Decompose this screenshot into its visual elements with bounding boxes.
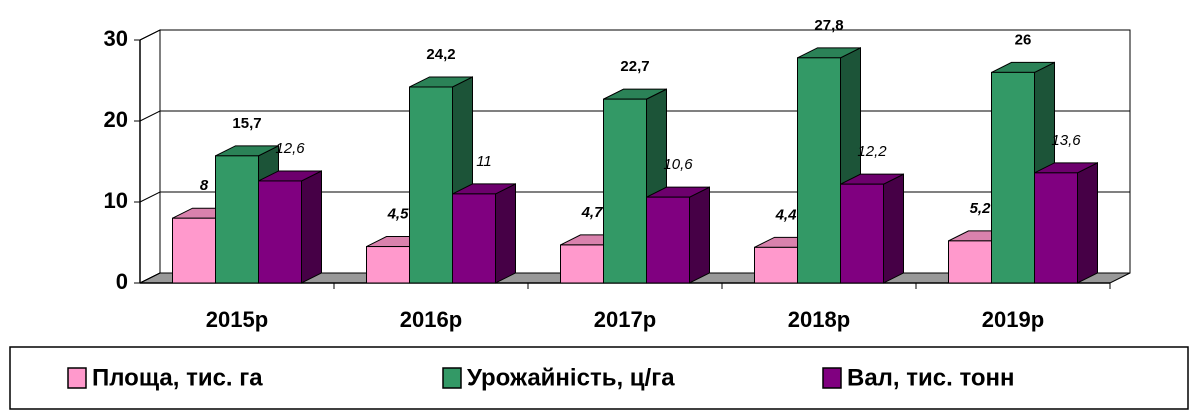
bar (409, 76, 473, 284)
bar-front (366, 246, 410, 284)
bar-front (172, 217, 216, 284)
bar (258, 170, 322, 284)
value-label: 12,6 (275, 140, 305, 157)
bar-front (409, 86, 453, 284)
bar-front (258, 180, 302, 284)
bar-side (495, 183, 516, 284)
bar-front (840, 183, 884, 284)
bar-front (215, 155, 259, 284)
legend-label: Вал, тис. тонн (847, 364, 1015, 391)
value-label: 13,6 (1051, 132, 1081, 149)
legend-box (9, 346, 1189, 410)
value-label: 12,2 (857, 143, 887, 160)
value-label: 4,4 (775, 206, 798, 223)
value-label: 27,8 (814, 17, 843, 34)
bar-front (948, 240, 992, 284)
bar-side (883, 173, 904, 284)
value-label: 24,2 (426, 46, 455, 63)
legend-label: Площа, тис. га (92, 364, 263, 391)
value-label: 10,6 (663, 156, 693, 173)
legend-marker (822, 367, 842, 389)
bar-side (301, 170, 322, 284)
bar (646, 186, 710, 284)
value-label: 5,2 (970, 200, 992, 217)
y-tick-label: 30 (104, 26, 128, 51)
bar-side (1077, 162, 1098, 284)
value-label: 11 (476, 153, 492, 170)
side-wall (139, 29, 161, 284)
value-label: 8 (200, 177, 209, 194)
legend-marker (442, 367, 462, 389)
value-label: 4,7 (581, 204, 604, 221)
bar (840, 173, 904, 284)
bar (1034, 162, 1098, 284)
bar (452, 183, 516, 284)
grid-line (139, 29, 1130, 41)
bar-front (797, 57, 841, 284)
x-tick-label: 2018р (788, 307, 850, 332)
bar-front (754, 246, 798, 284)
bar-front (1034, 172, 1078, 284)
x-tick-label: 2017р (594, 307, 656, 332)
legend-marker (67, 367, 87, 389)
x-tick-label: 2019р (982, 307, 1044, 332)
value-label: 15,7 (232, 115, 261, 132)
y-tick-label: 20 (104, 107, 128, 132)
y-tick-label: 0 (116, 269, 128, 294)
x-tick-label: 2015р (206, 307, 268, 332)
value-label: 22,7 (620, 58, 649, 75)
y-tick-label: 10 (104, 188, 128, 213)
bar-front (452, 193, 496, 284)
bar-front (603, 98, 647, 284)
bar-front (646, 196, 690, 284)
value-label: 4,5 (387, 206, 410, 223)
x-tick-label: 2016р (400, 307, 462, 332)
legend-label: Урожайність, ц/га (467, 364, 675, 391)
bar-front (560, 244, 604, 284)
bar-side (689, 186, 710, 284)
bar-front (991, 71, 1035, 284)
value-label: 26 (1015, 31, 1032, 48)
